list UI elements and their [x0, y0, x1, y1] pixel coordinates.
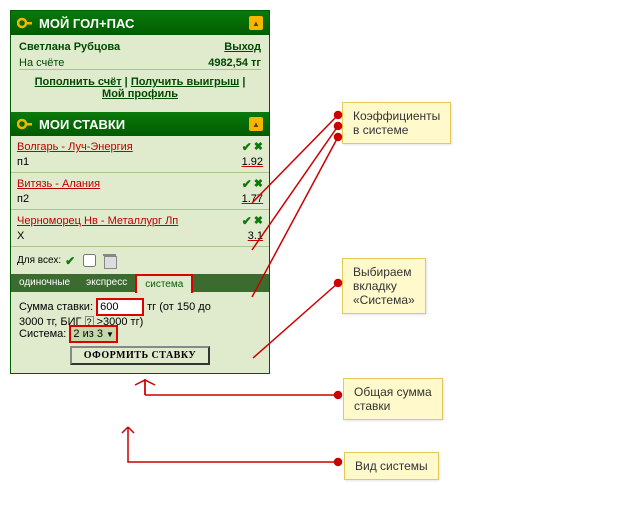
- sum-suffix: тг (от 150 до: [147, 301, 211, 313]
- tab-singles[interactable]: одиночные: [11, 274, 78, 292]
- pick-label: п1: [17, 156, 29, 168]
- system-select[interactable]: 2 из 3 ▼: [69, 325, 118, 343]
- bet-row: Волгарь - Луч-Энергия ✔ ✖ п1 1.92: [11, 136, 269, 173]
- logout-link[interactable]: Выход: [224, 41, 261, 53]
- submit-button[interactable]: ОФОРМИТЬ СТАВКУ: [70, 346, 210, 365]
- check-all-icon[interactable]: ✔: [65, 254, 75, 268]
- bets-header-title: МОИ СТАВКИ: [39, 117, 249, 132]
- logo-icon: [17, 116, 33, 132]
- profile-link[interactable]: Мой профиль: [102, 88, 178, 100]
- logo-icon: [17, 15, 33, 31]
- panel-header-account: МОЙ ГОЛ+ПАС ▲: [11, 11, 269, 35]
- for-all-label: Для всех:: [17, 255, 61, 266]
- callout-system: Вид системы: [344, 452, 439, 480]
- collapse-icon[interactable]: ▲: [249, 16, 263, 30]
- bet-row: Черноморец Нв - Металлург Лп ✔ ✖ X 3.1: [11, 210, 269, 247]
- pick-label: п2: [17, 193, 29, 205]
- panel-header-bets: МОИ СТАВКИ ▲: [11, 112, 269, 136]
- remove-icon[interactable]: ✖: [254, 177, 263, 191]
- balance-value: 4982,54 тг: [208, 57, 261, 69]
- odd-value: 1.77: [242, 193, 263, 205]
- topup-link[interactable]: Пополнить счёт: [35, 76, 122, 88]
- for-all-row: Для всех: ✔: [11, 247, 269, 274]
- callout-coefficients: Коэффициенты в системе: [342, 102, 451, 144]
- bets-list: Волгарь - Луч-Энергия ✔ ✖ п1 1.92 Витязь - А…: [11, 136, 269, 247]
- remove-icon[interactable]: ✖: [254, 140, 263, 154]
- callout-sum: Общая сумма ставки: [343, 378, 443, 420]
- user-name: Светлана Рубцова: [19, 41, 120, 53]
- match-link[interactable]: Волгарь - Луч-Энергия: [17, 141, 133, 153]
- account-links: Пополнить счёт | Получить выигрыш | Мой …: [19, 69, 261, 106]
- collapse-icon[interactable]: ▲: [249, 117, 263, 131]
- bet-form: Сумма ставки: тг (от 150 до 3000 тг, БИГ…: [11, 292, 269, 373]
- betting-panel: МОЙ ГОЛ+ПАС ▲ Светлана Рубцова Выход На …: [10, 10, 270, 374]
- match-link[interactable]: Витязь - Алания: [17, 178, 100, 190]
- sum-label: Сумма ставки:: [19, 301, 93, 313]
- odd-value: 1.92: [242, 156, 263, 168]
- remove-icon[interactable]: ✖: [254, 214, 263, 228]
- withdraw-link[interactable]: Получить выигрыш: [131, 76, 239, 88]
- account-block: Светлана Рубцова Выход На счёте 4982,54 …: [11, 35, 269, 112]
- match-link[interactable]: Черноморец Нв - Металлург Лп: [17, 215, 178, 227]
- bet-type-tabs: одиночные экспресс система: [11, 274, 269, 292]
- header-title: МОЙ ГОЛ+ПАС: [39, 16, 249, 31]
- check-icon[interactable]: ✔: [242, 214, 252, 228]
- odd-value: 3.1: [248, 230, 263, 242]
- tab-express[interactable]: экспресс: [78, 274, 135, 292]
- system-label: Система:: [19, 328, 66, 340]
- callout-tab: Выбираем вкладку «Система»: [342, 258, 426, 314]
- check-icon[interactable]: ✔: [242, 177, 252, 191]
- checkbox[interactable]: [83, 254, 96, 267]
- sum-input[interactable]: [96, 298, 144, 316]
- pick-label: X: [17, 230, 24, 242]
- tab-system[interactable]: система: [135, 274, 193, 293]
- balance-label: На счёте: [19, 57, 64, 69]
- check-icon[interactable]: ✔: [242, 140, 252, 154]
- trash-icon[interactable]: [103, 254, 116, 268]
- bet-row: Витязь - Алания ✔ ✖ п2 1.77: [11, 173, 269, 210]
